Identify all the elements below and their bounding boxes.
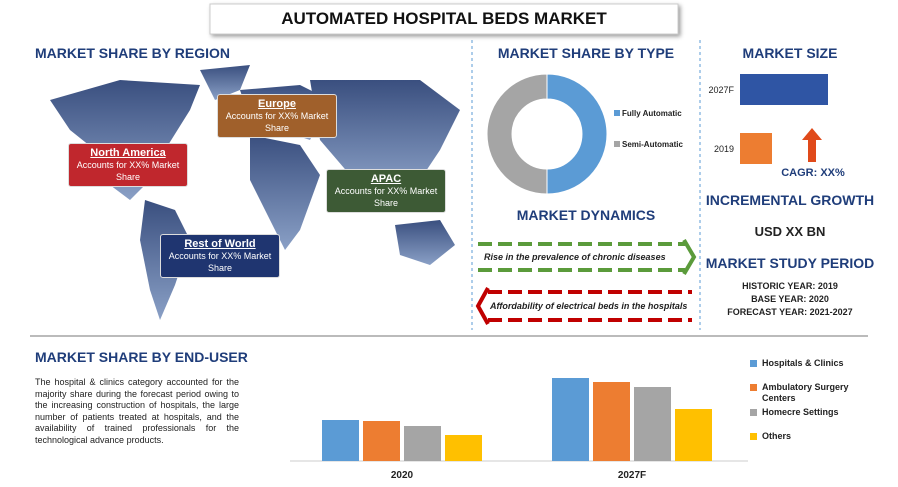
legend-swatch xyxy=(750,360,757,367)
section-heading: MARKET DYNAMICS xyxy=(516,207,656,223)
restraint-arrow xyxy=(475,287,692,325)
bar xyxy=(552,378,589,461)
region-text: Accounts for XX% Market Share xyxy=(76,160,180,182)
region-text: Accounts for XX% Market Share xyxy=(168,251,272,273)
legend-label: Others xyxy=(762,431,792,441)
period-line: HISTORIC YEAR: 2019 xyxy=(742,281,838,291)
annotation: CAGR: XX% xyxy=(781,167,845,179)
region-name: APAC xyxy=(370,173,402,185)
donut-slice xyxy=(486,73,548,195)
bar xyxy=(322,420,359,461)
region-callout: APAC Accounts for XX% Market Share xyxy=(326,169,446,213)
donut-slice xyxy=(546,73,608,195)
legend-swatch xyxy=(750,409,757,416)
region-text: Accounts for XX% Market Share xyxy=(225,111,329,133)
region-name: Rest of World xyxy=(184,238,256,250)
bar xyxy=(740,74,828,105)
driver-text: Rise in the prevalence of chronic diseas… xyxy=(484,252,666,262)
bar xyxy=(404,426,441,461)
y-tick-label: 2019 xyxy=(714,144,734,154)
region-text: Accounts for XX% Market Share xyxy=(334,186,438,208)
region-name: Europe xyxy=(258,98,296,110)
legend-item: Hospitals & Clinics xyxy=(750,358,870,369)
driver-text: Affordability of electrical beds in the … xyxy=(490,301,688,311)
legend-swatch xyxy=(750,384,757,391)
bar xyxy=(363,421,400,461)
legend-label: Homecre Settings xyxy=(762,407,839,417)
x-tick-label: 2020 xyxy=(391,470,414,481)
legend-item: Homecre Settings xyxy=(750,407,870,418)
region-callout: North America Accounts for XX% Market Sha… xyxy=(68,143,188,187)
bar xyxy=(445,435,482,461)
legend-label: Fully Automatic xyxy=(622,109,682,118)
x-tick-label: 2027F xyxy=(618,470,646,481)
growth-value: USD XX BN xyxy=(754,224,826,239)
section-heading: MARKET STUDY PERIOD xyxy=(705,255,875,271)
region-callout: Europe Accounts for XX% Market Share xyxy=(217,94,337,138)
section-heading: MARKET SHARE BY END-USER xyxy=(35,349,248,365)
legend-item: Others xyxy=(750,431,870,442)
period-line: BASE YEAR: 2020 xyxy=(751,294,829,304)
legend-label: Semi-Automatic xyxy=(622,140,683,149)
driver-arrow xyxy=(478,238,697,276)
legend-swatch xyxy=(750,433,757,440)
region-callout: Rest of World Accounts for XX% Market Sha… xyxy=(160,234,280,278)
section-heading: MARKET SHARE BY REGION xyxy=(35,45,230,61)
region-name: North America xyxy=(90,147,166,159)
legend-swatch xyxy=(614,110,620,116)
legend-item: Ambulatory Surgery Centers xyxy=(750,382,870,404)
period-line: FORECAST YEAR: 2021-2027 xyxy=(727,307,853,317)
legend-label: Ambulatory Surgery Centers xyxy=(762,382,849,403)
title-box xyxy=(209,3,679,35)
bar xyxy=(593,382,630,461)
section-heading: MARKET SIZE xyxy=(742,45,838,61)
section-heading: INCREMENTAL GROWTH xyxy=(705,192,875,208)
bar xyxy=(675,409,712,461)
end-user-text: The hospital & clinics category accounte… xyxy=(35,377,239,445)
page-title: AUTOMATED HOSPITAL BEDS MARKET xyxy=(281,9,607,28)
growth-arrow xyxy=(802,128,822,162)
bar xyxy=(634,387,671,461)
y-tick-label: 2027F xyxy=(708,85,734,95)
legend-swatch xyxy=(614,141,620,147)
legend: Hospitals & Clinics Ambulatory Surgery Ce… xyxy=(750,358,870,455)
bar xyxy=(740,133,772,164)
section-heading: MARKET SHARE BY TYPE xyxy=(497,45,675,61)
legend-label: Hospitals & Clinics xyxy=(762,358,844,368)
